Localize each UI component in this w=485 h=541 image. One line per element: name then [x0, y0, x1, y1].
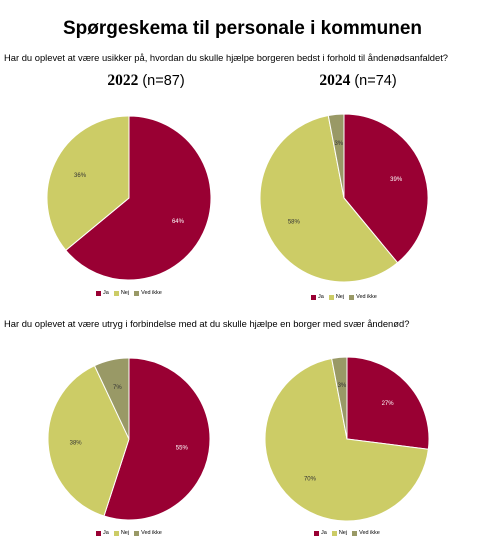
legend-item-ved-ikke: Ved ikke — [134, 530, 162, 536]
legend-swatch — [311, 294, 316, 300]
data-label: 7% — [113, 385, 122, 391]
pie-slice-ja — [65, 115, 212, 281]
legend-swatch — [96, 530, 101, 536]
legend-label: Ved ikke — [356, 294, 377, 300]
legend-label: Ja — [321, 530, 327, 536]
pie-slice-ved-ikke — [327, 113, 345, 199]
pie-slice-ved-ikke — [93, 357, 130, 440]
page-title: Spørgeskema til personale i kommunen — [63, 18, 422, 39]
data-label: 55% — [176, 445, 189, 451]
pie-slice-nej — [264, 357, 429, 522]
data-label: 36% — [74, 173, 87, 179]
question-2: Har du oplevet at være utryg i forbindel… — [4, 318, 410, 329]
sample-size-label: (n=74) — [354, 73, 397, 89]
legend-swatch — [96, 290, 101, 296]
year-label: 2024 — [319, 72, 351, 89]
legend-item-ja: Ja — [96, 530, 109, 536]
legend-swatch — [134, 290, 140, 296]
data-label: 3% — [334, 141, 343, 147]
legend-item-ved-ikke: Ved ikke — [349, 294, 377, 300]
legend-q1-2024: Ja Nej Ved ikke — [311, 294, 377, 300]
data-label: 64% — [172, 219, 185, 225]
legend-swatch — [352, 530, 358, 536]
legend-label: Nej — [335, 294, 345, 300]
legend-item-nej: Nej — [328, 294, 345, 300]
legend-label: Nej — [338, 530, 348, 536]
legend-swatch — [314, 530, 319, 536]
pie-slice-nej — [47, 365, 130, 517]
year-heading-2022: 2022 (n=87) — [46, 72, 246, 90]
data-label: 27% — [382, 401, 395, 407]
year-heading-2024: 2024 (n=74) — [258, 72, 458, 90]
legend-item-nej: Nej — [331, 530, 348, 536]
legend-label: Ved ikke — [141, 530, 162, 536]
legend-swatch — [331, 530, 337, 536]
legend-item-nej: Nej — [113, 530, 130, 536]
pie-slice-nej — [46, 115, 130, 251]
legend-item-ja: Ja — [314, 530, 327, 536]
legend-label: Ja — [103, 290, 109, 296]
legend-q2-2022: Ja Nej Ved ikke — [96, 530, 162, 536]
legend-q1-2022: Ja Nej Ved ikke — [96, 290, 162, 296]
data-label: 70% — [304, 476, 317, 482]
data-label: 3% — [338, 383, 347, 389]
data-label: 58% — [288, 220, 301, 226]
sample-size-label: (n=87) — [142, 73, 185, 89]
pie-slice-ved-ikke — [331, 356, 348, 440]
pie-slice-nej — [259, 114, 399, 283]
pie-slice-ja — [103, 357, 211, 521]
legend-label: Ja — [103, 530, 109, 536]
legend-label: Nej — [120, 530, 130, 536]
data-label: 38% — [70, 440, 83, 446]
legend-item-ved-ikke: Ved ikke — [352, 530, 380, 536]
legend-item-nej: Nej — [113, 290, 130, 296]
legend-label: Ved ikke — [141, 290, 162, 296]
legend-item-ved-ikke: Ved ikke — [134, 290, 162, 296]
legend-swatch — [328, 294, 334, 300]
legend-swatch — [349, 294, 355, 300]
pie-slice-ja — [346, 356, 430, 450]
legend-swatch — [113, 530, 119, 536]
question-1: Har du oplevet at være usikker på, hvord… — [4, 52, 449, 63]
legend-item-ja: Ja — [96, 290, 109, 296]
legend-swatch — [134, 530, 140, 536]
legend-swatch — [113, 290, 119, 296]
legend-label: Ja — [318, 294, 324, 300]
legend-label: Ved ikke — [359, 530, 380, 536]
year-label: 2022 — [107, 72, 139, 89]
legend-q2-2024: Ja Nej Ved ikke — [314, 530, 380, 536]
legend-label: Nej — [120, 290, 130, 296]
pie-slice-ja — [343, 113, 429, 264]
data-label: 39% — [390, 177, 403, 183]
legend-item-ja: Ja — [311, 294, 324, 300]
